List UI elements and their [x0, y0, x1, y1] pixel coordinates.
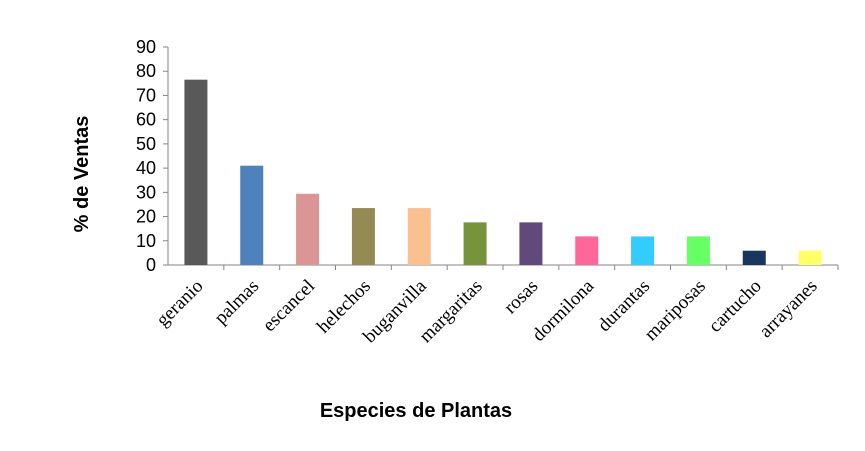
y-axis-title: % de Ventas	[71, 116, 93, 233]
y-tick-label: 70	[136, 85, 156, 105]
y-tick-label: 0	[146, 255, 156, 275]
y-tick-label: 90	[136, 37, 156, 57]
y-tick-label: 10	[136, 231, 156, 251]
x-tick-label-rosas: rosas	[500, 276, 542, 318]
bar-durantas	[631, 236, 655, 265]
bar-dormilona	[575, 236, 599, 265]
x-tick-label-dormilona: dormilona	[528, 275, 598, 345]
bars	[184, 79, 822, 265]
y-tick-label: 60	[136, 110, 156, 130]
bar-escancel	[296, 193, 320, 265]
x-tick-label-mariposas: mariposas	[641, 276, 710, 345]
x-tick-label-geranio: geranio	[152, 276, 207, 331]
bar-cartucho	[742, 250, 766, 265]
bar-helechos	[351, 208, 375, 265]
bar-margaritas	[463, 222, 487, 265]
bar-geranio	[184, 79, 208, 265]
y-tick-label: 80	[136, 61, 156, 81]
bar-buganvilla	[407, 208, 431, 265]
bar-palmas	[240, 165, 264, 265]
bar-arrayanes	[798, 250, 822, 265]
y-tick-label: 20	[136, 207, 156, 227]
y-tick-label: 40	[136, 158, 156, 178]
bar-mariposas	[686, 236, 710, 265]
x-axis-title: Especies de Plantas	[320, 400, 512, 422]
x-tick-label-palmas: palmas	[210, 276, 263, 329]
y-tick-label: 50	[136, 134, 156, 154]
x-tick-labels: geranio palmasescancelhelechosbuganvillam…	[152, 265, 839, 347]
x-tick-label-arrayanes: arrayanes	[755, 276, 821, 342]
y-ticks: 0 10 20 30 40 50 60 70 80 90	[136, 37, 168, 275]
bar-rosas	[519, 222, 543, 265]
y-tick-label: 30	[136, 182, 156, 202]
axes	[167, 47, 838, 266]
x-tick-label-escancel: escancel	[259, 276, 319, 336]
